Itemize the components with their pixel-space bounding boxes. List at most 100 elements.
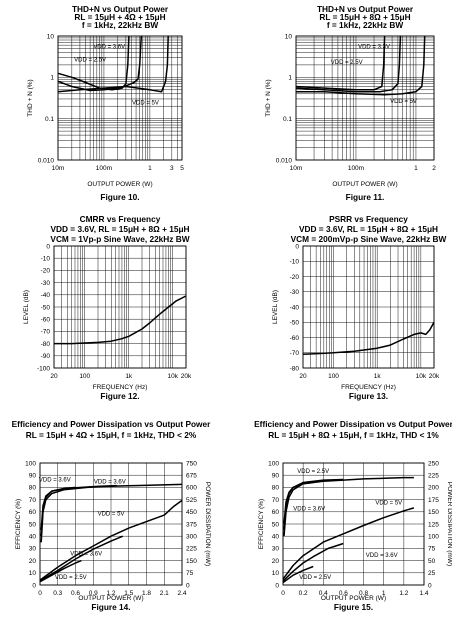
x-tick-label: 1.4 [419,590,428,597]
series-line [40,486,76,531]
chart-5: Efficiency and Power Dissipation vs Outp… [12,419,211,612]
series-line [283,476,414,537]
curve-annotation: VDD = 3.6V [70,552,102,558]
y-axis-label: EFFICIENCY (%) [258,499,265,549]
y-tick-label: -40 [41,292,51,299]
x-tick-label: 1 [148,165,152,172]
y-axis-label: THD + N (%) [265,79,272,116]
y2-tick-label: 675 [186,473,197,480]
x-tick-label: 2.4 [177,590,186,597]
y2-tick-label: 100 [428,534,439,541]
y2-tick-label: 0 [186,582,190,589]
x-tick-label: 100 [328,373,339,380]
curve-annotation: VDD = 2.5V [331,60,363,66]
x-tick-label: 1.2 [399,590,408,597]
x-tick-label: 0.9 [89,590,98,597]
x-tick-label: 10m [52,165,65,172]
y2-tick-label: 75 [186,570,194,577]
y-tick-label: -10 [41,256,51,263]
y2-tick-label: 450 [186,509,197,516]
series-line [54,295,187,345]
y2-axis-label: POWER DISSIPATION (mW) [204,482,211,566]
chart-title-line: f = 1kHz, 22kHz BW [327,20,403,30]
y-tick-label: 10 [29,570,37,577]
chart-title-line: VCM = 200mVp-p Sine Wave, 22kHz BW [291,234,447,244]
x-tick-label: 0 [281,590,285,597]
y-tick-label: 0 [32,582,36,589]
y-tick-label: 0.1 [45,116,54,123]
y2-tick-label: 525 [186,497,197,504]
y-tick-label: 40 [29,534,37,541]
x-tick-label: 5 [180,165,184,172]
x-axis-label: OUTPUT POWER (W) [87,181,152,188]
x-axis-label: OUTPUT POWER (W) [332,181,397,188]
y-tick-label: -60 [290,335,300,342]
series-line [282,507,415,580]
series-line [57,35,130,91]
x-tick-label: 100m [348,165,364,172]
y-tick-label: 10 [285,33,293,40]
y-tick-label: -50 [41,304,51,311]
y-tick-label: -50 [290,320,300,327]
y-axis-label: LEVEL (dB) [272,290,279,324]
x-tick-label: 3 [170,165,174,172]
chart-title-line: RL = 15μH + 8Ω + 15μH, f = 1kHz, THD < 1… [268,430,439,440]
curve-annotation: VDD = 2.5V [297,469,329,475]
chart-title-line: PSRR vs Frequency [329,214,408,224]
y2-tick-label: 750 [186,460,197,467]
y-tick-label: 20 [29,558,37,565]
series-line [282,542,344,582]
y2-tick-label: 25 [428,570,436,577]
x-tick-label: 2.1 [160,590,169,597]
y-tick-label: -80 [290,365,300,372]
y2-tick-label: 225 [428,473,439,480]
y-tick-label: 0 [275,582,279,589]
curve-annotation: VDD = 5V [98,511,125,517]
y2-tick-label: 125 [428,521,439,528]
curve-annotation: VDD = 2.5V [55,575,87,581]
chart-title-line: RL = 15μH + 4Ω + 15μH, f = 1kHz, THD < 2… [26,430,197,440]
y-tick-label: 50 [272,521,280,528]
y-axis-label: THD + N (%) [27,79,34,116]
curve-annotation: VDD = 3.6V [366,553,398,559]
y-tick-label: -30 [290,289,300,296]
y-tick-label: 70 [29,497,37,504]
curve-annotation: VDD = 5V [132,101,159,107]
plot-frame [39,462,183,586]
x-tick-label: 10k [416,373,427,380]
chart-title-line: VDD = 3.6V, RL = 15μH + 8Ω + 15μH [299,224,438,234]
y-tick-label: 90 [272,473,280,480]
x-tick-label: 100 [79,373,90,380]
x-tick-label: 1.2 [106,590,115,597]
x-tick-label: 1 [382,590,386,597]
chart-title-line: CMRR vs Frequency [80,214,161,224]
y-tick-label: -30 [41,280,51,287]
curve-annotation: VDD = 2.5V [299,575,331,581]
x-tick-label: 0.2 [299,590,308,597]
y2-axis-label: POWER DISSIPATION (mW) [446,482,452,566]
x-tick-label: 0.8 [359,590,368,597]
y2-tick-label: 225 [186,546,197,553]
y-tick-label: 80 [272,485,280,492]
y-tick-label: 10 [47,33,55,40]
x-tick-label: 0 [38,590,42,597]
series-line [295,35,386,91]
series-line [39,499,183,581]
y-tick-label: 60 [29,509,37,516]
y-tick-label: 0 [46,243,50,250]
y-tick-label: 30 [29,546,37,553]
y2-tick-label: 600 [186,485,197,492]
curve-annotation: VDD = 3.6V [94,480,126,486]
figure-caption: Figure 10. [100,192,139,202]
y2-tick-label: 200 [428,485,439,492]
x-tick-label: 1.8 [142,590,151,597]
chart-title-line: VCM = 1Vp-p Sine Wave, 22kHz BW [50,234,189,244]
y2-tick-label: 0 [428,582,432,589]
y-tick-label: 80 [29,485,37,492]
y2-tick-label: 150 [186,558,197,565]
x-tick-label: 0.3 [53,590,62,597]
